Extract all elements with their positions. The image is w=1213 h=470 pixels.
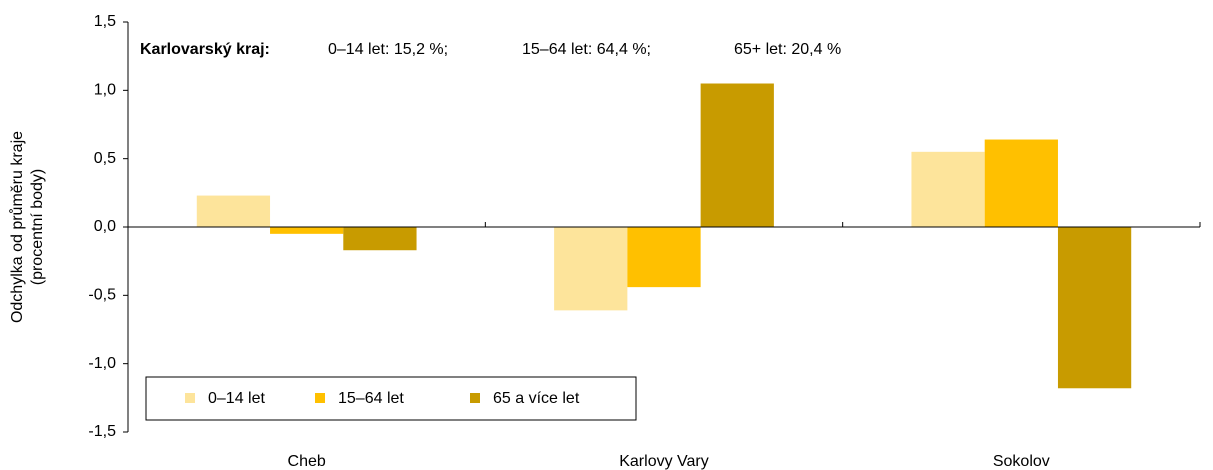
x-tick-label: Cheb [288,453,326,470]
y-tick-label: 1,5 [94,13,116,30]
y-tick-label: -0,5 [88,287,116,304]
annotation-label: Karlovarský kraj: [140,41,270,58]
bar [343,227,417,251]
legend-swatch [470,393,480,403]
legend: 0–14 let 15–64 let 65 a více let [145,376,637,421]
y-axis-title: Odchylka od průměru kraje (procentní bod… [8,131,46,323]
bar [1057,227,1132,389]
annotation-item: 65+ let: 20,4 % [734,41,841,58]
legend-box [145,376,637,421]
bar [911,151,985,227]
y-label-line: (procentní body) [29,169,46,286]
bar [270,227,344,234]
y-tick-label: -1,5 [88,423,116,440]
y-tick-label: 0,5 [94,150,116,167]
y-label-line: Odchylka od průměru kraje [8,131,26,323]
bar [700,83,774,227]
annotation-item: 0–14 let: 15,2 %; [328,41,448,58]
legend-label: 65 a více let [493,390,580,407]
legend-label: 0–14 let [208,390,265,407]
bar [984,139,1058,227]
annotation-item: 15–64 let: 64,4 %; [522,41,651,58]
bar [196,195,271,227]
y-tick-label: 0,0 [94,218,116,235]
x-tick-label: Karlovy Vary [619,453,709,470]
legend-swatch [185,393,195,403]
x-tick-label: Sokolov [993,453,1050,470]
y-tick-label: 1,0 [94,82,116,99]
y-tick-label: -1,0 [88,355,116,372]
bar [627,227,701,288]
legend-label: 15–64 let [338,390,404,407]
legend-swatch [315,393,325,403]
bar [554,227,628,311]
